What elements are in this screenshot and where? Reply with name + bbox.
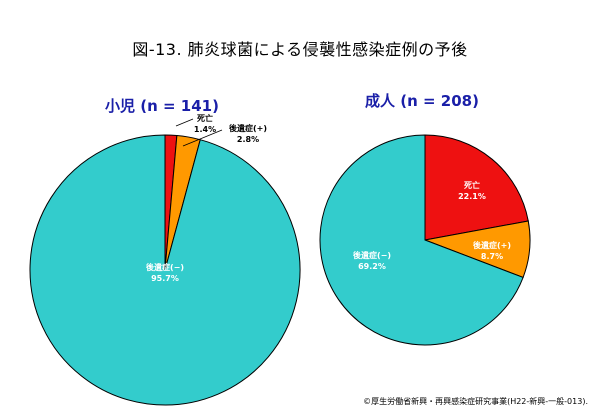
pie-slice-0-2 — [29, 134, 301, 406]
leader-line-0-1 — [182, 129, 223, 147]
chart-title-children: 小児 (n = 141) — [105, 97, 219, 115]
slice-label-1-0: 死亡 — [463, 180, 480, 190]
slice-label-0-0: 死亡 — [196, 113, 213, 123]
copyright-footer: ©厚生労働省新興・再興感染症研究事業(H22-新興-一般-013). — [363, 397, 588, 406]
pie-slice-1-0 — [424, 134, 529, 241]
leader-line-0-0 — [175, 118, 194, 127]
slice-value-1-1: 8.7% — [481, 252, 503, 261]
slice-value-0-2: 95.7% — [151, 274, 179, 283]
figure-title: 図-13. 肺炎球菌による侵襲性感染症例の予後 — [132, 40, 468, 59]
slice-value-1-0: 22.1% — [458, 192, 486, 201]
slice-value-0-1: 2.8% — [237, 135, 259, 144]
slice-value-0-0: 1.4% — [194, 125, 216, 134]
slice-label-1-1: 後遺症(+) — [473, 240, 511, 250]
slice-value-1-2: 69.2% — [358, 262, 386, 271]
chart-title-adults: 成人 (n = 208) — [365, 92, 479, 110]
slice-label-0-1: 後遺症(+) — [229, 123, 267, 133]
slice-label-0-2: 後遺症(−) — [146, 262, 184, 272]
slice-label-1-2: 後遺症(−) — [353, 250, 391, 260]
pie-slice-1-2 — [319, 134, 524, 346]
